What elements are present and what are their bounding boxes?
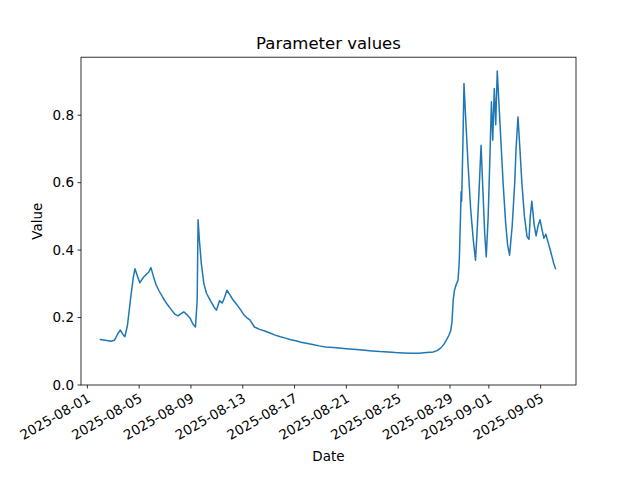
y-tick-label: 0.6 [53,174,74,190]
y-tick-label: 0.8 [53,107,74,123]
y-tick-label: 0.0 [53,377,74,393]
chart-svg: 0.00.20.40.60.82025-08-012025-08-052025-… [0,0,640,480]
chart-title: Parameter values [256,34,401,53]
x-axis-label: Date [312,448,344,464]
y-tick-label: 0.2 [53,309,74,325]
figure-canvas: 0.00.20.40.60.82025-08-012025-08-052025-… [0,0,640,480]
plot-area [81,57,576,385]
y-axis-label: Value [29,203,45,240]
y-tick-label: 0.4 [53,242,74,258]
